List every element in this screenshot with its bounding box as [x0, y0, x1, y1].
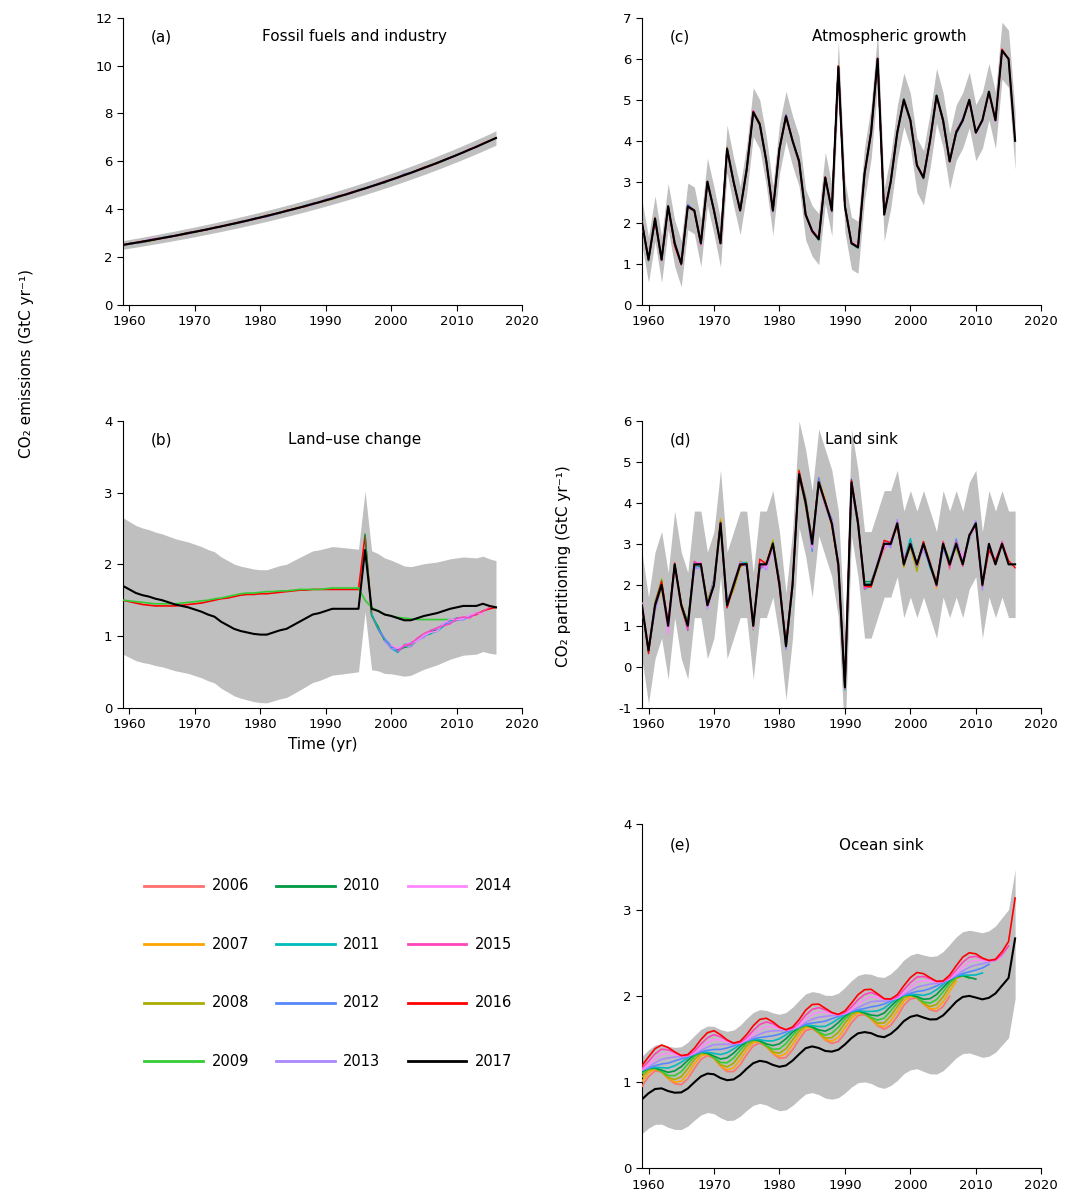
- Text: 2012: 2012: [343, 995, 380, 1011]
- Text: 2013: 2013: [343, 1054, 380, 1069]
- Text: CO₂ partitioning (GtC yr⁻¹): CO₂ partitioning (GtC yr⁻¹): [556, 465, 571, 668]
- Text: (d): (d): [670, 433, 691, 447]
- Text: 2011: 2011: [343, 937, 380, 952]
- Text: 2010: 2010: [343, 879, 380, 894]
- Text: (a): (a): [151, 30, 172, 44]
- Text: 2006: 2006: [211, 879, 249, 894]
- Text: Land–use change: Land–use change: [287, 433, 421, 447]
- Text: (e): (e): [670, 838, 691, 852]
- Text: Fossil fuels and industry: Fossil fuels and industry: [262, 30, 446, 44]
- Text: 2016: 2016: [475, 995, 513, 1011]
- Text: 2007: 2007: [211, 937, 249, 952]
- Text: 2015: 2015: [475, 937, 513, 952]
- Text: CO₂ emissions (GtC yr⁻¹): CO₂ emissions (GtC yr⁻¹): [19, 269, 34, 458]
- Text: Land sink: Land sink: [826, 433, 898, 447]
- Text: 2008: 2008: [211, 995, 249, 1011]
- Text: Atmospheric growth: Atmospheric growth: [813, 30, 967, 44]
- Text: Ocean sink: Ocean sink: [839, 838, 924, 852]
- X-axis label: Time (yr): Time (yr): [287, 737, 357, 752]
- Text: 2014: 2014: [475, 879, 513, 894]
- Text: 2017: 2017: [475, 1054, 513, 1069]
- Text: (b): (b): [151, 433, 172, 447]
- Text: 2009: 2009: [211, 1054, 249, 1069]
- Text: (c): (c): [670, 30, 690, 44]
